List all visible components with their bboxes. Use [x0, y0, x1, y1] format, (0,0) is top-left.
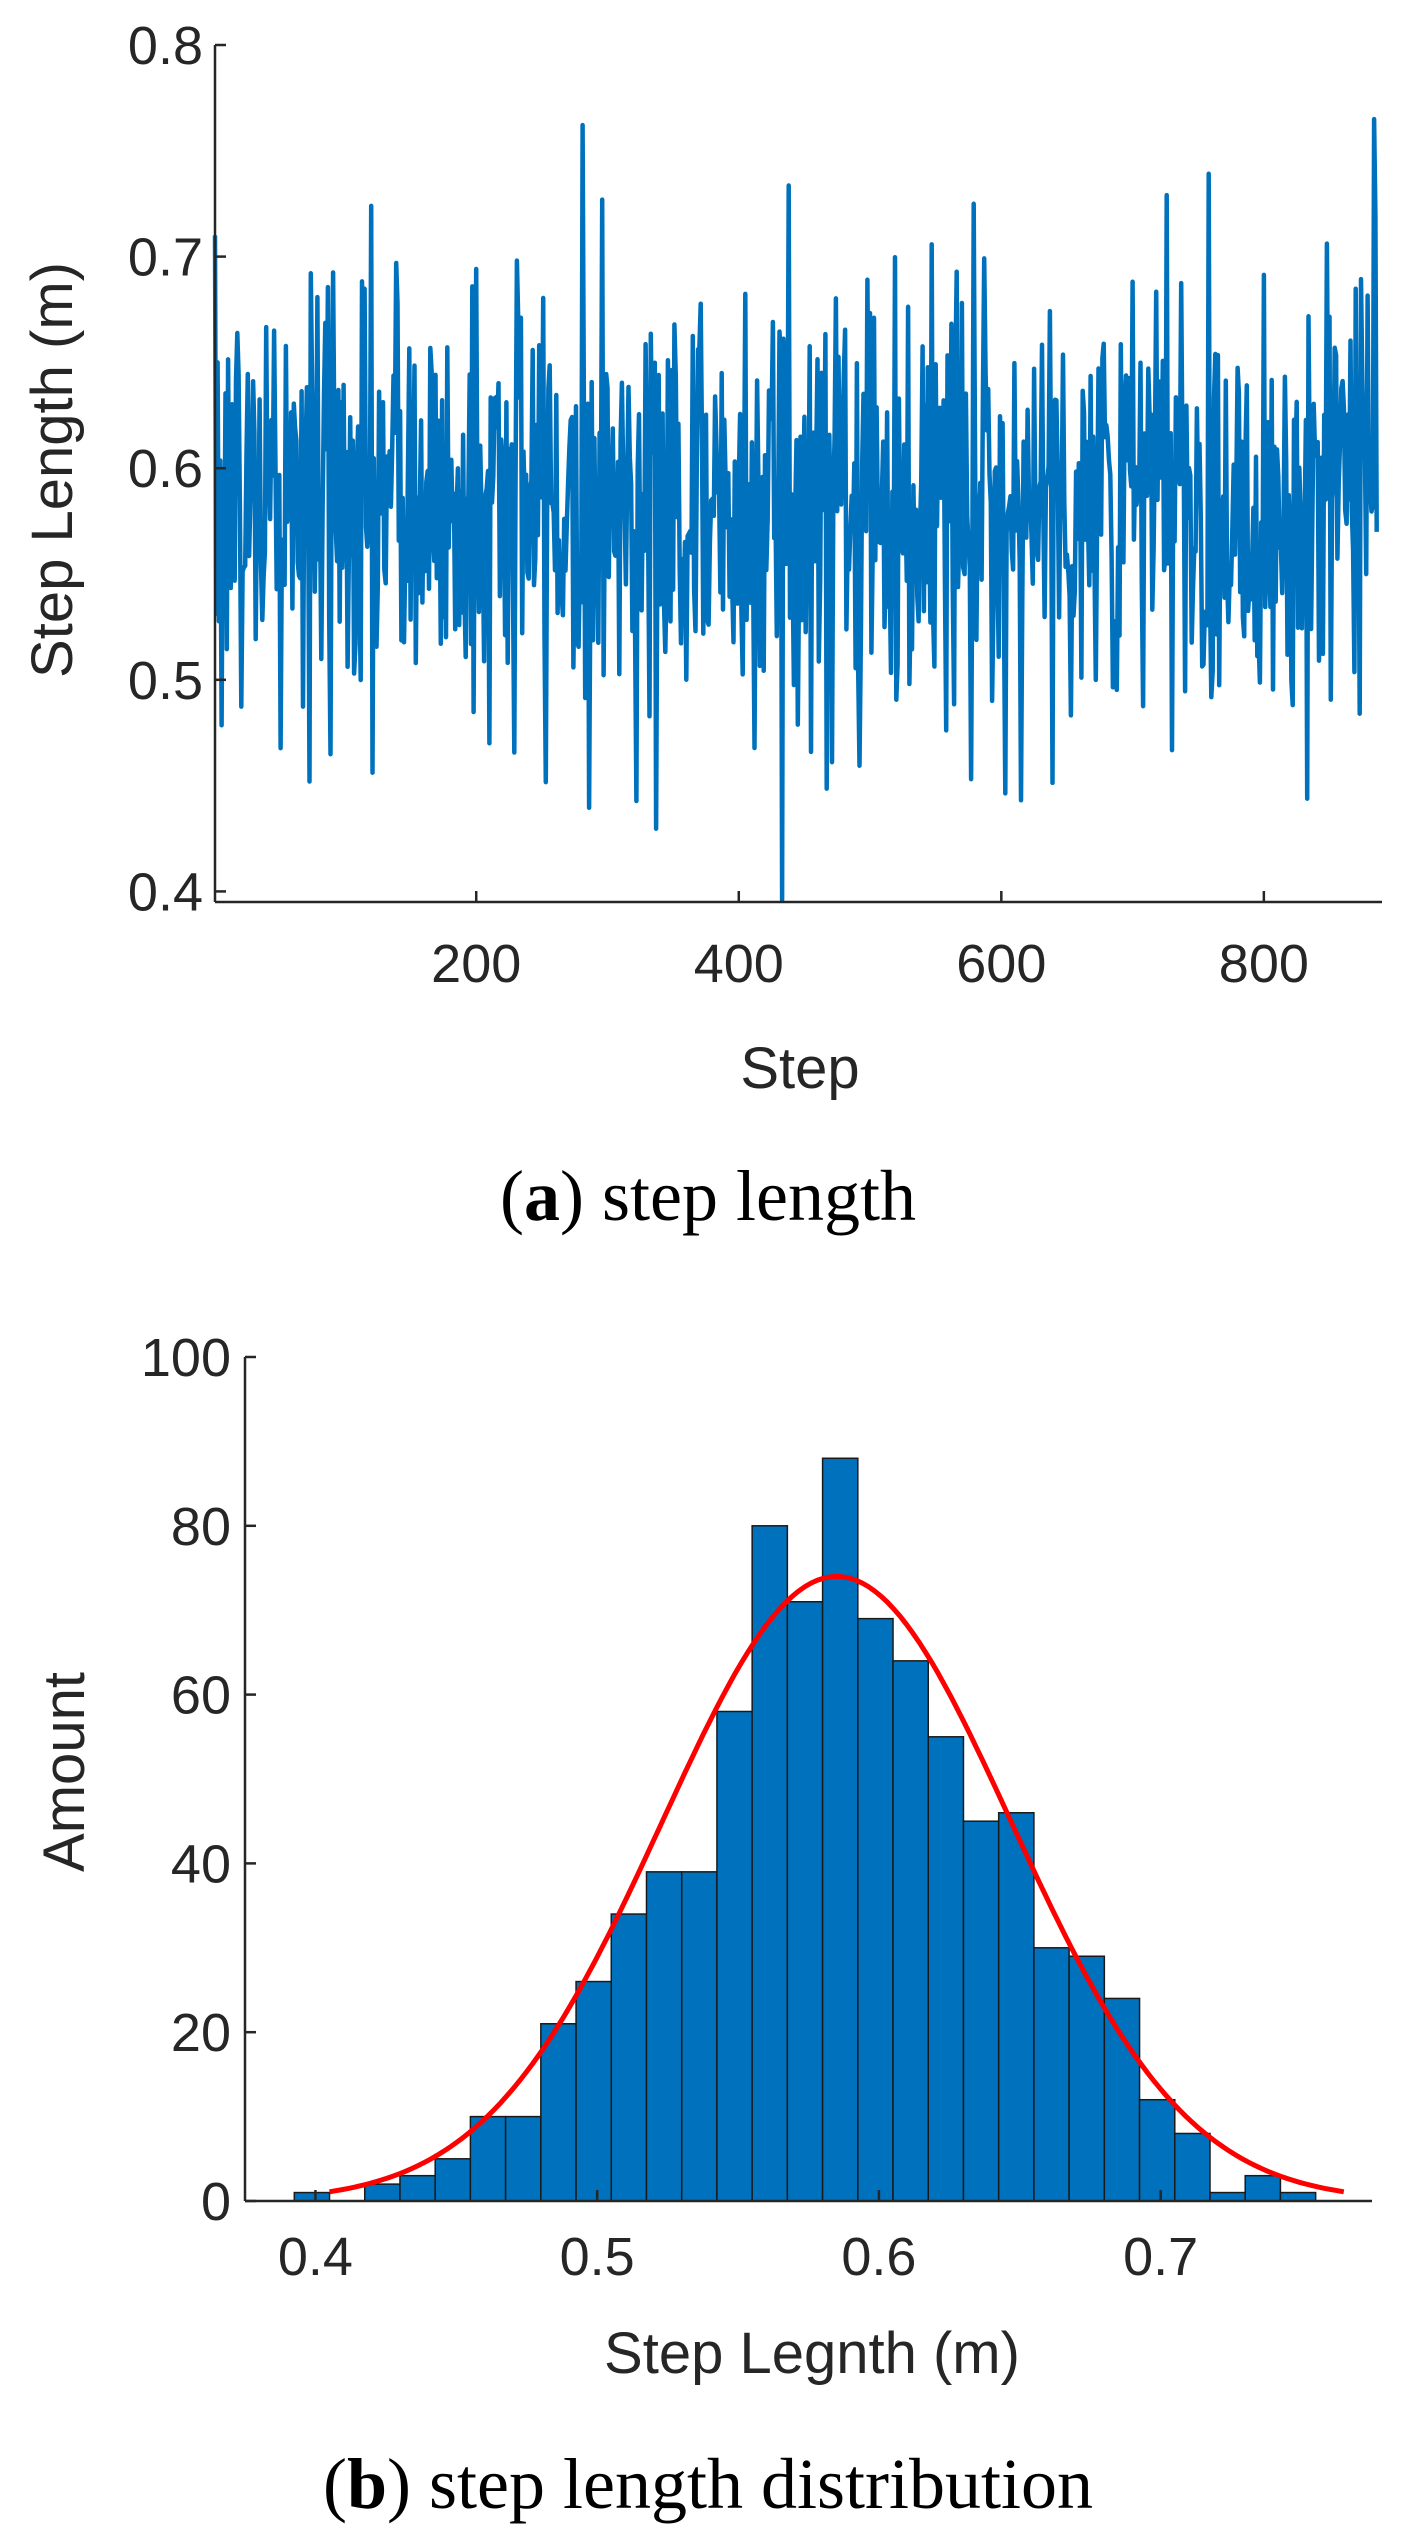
a-caption-letter: a	[524, 1156, 560, 1236]
b-x-tick-label: 0.6	[841, 2227, 916, 2287]
b-y-tick-label: 20	[171, 2003, 231, 2063]
histogram-bar	[892, 1660, 929, 2202]
histogram-bar	[1209, 2191, 1246, 2202]
step-length-line	[212, 116, 1379, 903]
a-y-tick-label: 0.4	[128, 862, 203, 922]
b-caption-text: ) step length distribution	[387, 2444, 1093, 2524]
b-x-tick-label: 0.5	[560, 2227, 635, 2287]
histogram-bars	[293, 1457, 1317, 2202]
a-y-tick-label: 0.8	[128, 16, 203, 76]
histogram-bar	[399, 2174, 436, 2202]
b-x-axis-label: Step Legnth (m)	[604, 2321, 1020, 2386]
histogram-bar	[927, 1736, 965, 2202]
histogram-bar	[1174, 2132, 1211, 2202]
histogram-bar	[1103, 1997, 1141, 2202]
b-y-tick-label: 40	[171, 1834, 231, 1894]
histogram-bar	[857, 1617, 894, 2202]
a-caption: (a) step length	[500, 1156, 916, 1236]
a-x-tick-label: 200	[431, 934, 521, 994]
histogram-bar	[680, 1871, 718, 2202]
b-y-tick-label: 80	[171, 1497, 231, 1557]
histogram-bar	[434, 2158, 472, 2202]
histogram-bar	[751, 1525, 789, 2202]
a-y-ticks: 0.4 0.5 0.6 0.7 0.8	[128, 16, 226, 922]
a-x-ticks: 200 400 600 800	[431, 891, 1309, 994]
b-x-tick-label: 0.7	[1123, 2227, 1198, 2287]
histogram-bar	[962, 1820, 1000, 2202]
a-x-tick-label: 600	[956, 934, 1046, 994]
b-y-tick-label: 0	[201, 2172, 231, 2232]
a-x-tick-label: 800	[1219, 934, 1309, 994]
histogram-bar	[645, 1871, 683, 2202]
histogram-bar	[1068, 1955, 1106, 2202]
b-y-ticks: 0 20 40 60 80 100	[141, 1328, 256, 2232]
histogram-bar	[997, 1812, 1035, 2202]
normal-fit-curve	[329, 1573, 1345, 2195]
a-x-tick-label: 400	[694, 934, 784, 994]
a-y-tick-label: 0.5	[128, 651, 203, 711]
panel-b-step-length-distribution: 0 20 40 60 80 100 0.4 0.5 0.6 0.7 Step Legnth (m…	[32, 1328, 1372, 2524]
panel-a-step-length: 0.4 0.5 0.6 0.7 0.8 200 400 600 800 Step Step L…	[20, 16, 1382, 1236]
b-y-tick-label: 100	[141, 1328, 231, 1388]
histogram-bar	[575, 1980, 613, 2202]
histogram-bar	[1244, 2174, 1282, 2202]
histogram-bar	[504, 2115, 542, 2202]
a-x-axis-label: Step	[740, 1036, 859, 1101]
histogram-bar	[610, 1913, 648, 2202]
a-caption-text: ) step length	[560, 1156, 916, 1236]
a-y-tick-label: 0.6	[128, 439, 203, 499]
a-y-tick-label: 0.7	[128, 228, 203, 288]
histogram-bar	[786, 1601, 824, 2202]
histogram-bar	[716, 1710, 753, 2202]
histogram-bar	[1279, 2191, 1317, 2202]
a-y-axis-label: Step Length (m)	[20, 262, 85, 678]
step-length-series	[212, 116, 1379, 903]
b-caption-letter: b	[347, 2444, 387, 2524]
histogram-bar	[469, 2115, 507, 2202]
histogram-bar	[1138, 2098, 1176, 2202]
b-x-ticks: 0.4 0.5 0.6 0.7	[278, 2190, 1198, 2287]
b-caption: (b) step length distribution	[323, 2444, 1093, 2524]
histogram-bar	[821, 1457, 859, 2202]
histogram-bar	[540, 2023, 577, 2202]
b-y-axis-label: Amount	[32, 1672, 97, 1872]
b-x-tick-label: 0.4	[278, 2227, 353, 2287]
histogram-bar	[363, 2183, 401, 2202]
b-y-tick-label: 60	[171, 1666, 231, 1726]
histogram-bar	[293, 2191, 331, 2202]
histogram-bar	[1033, 1947, 1070, 2202]
